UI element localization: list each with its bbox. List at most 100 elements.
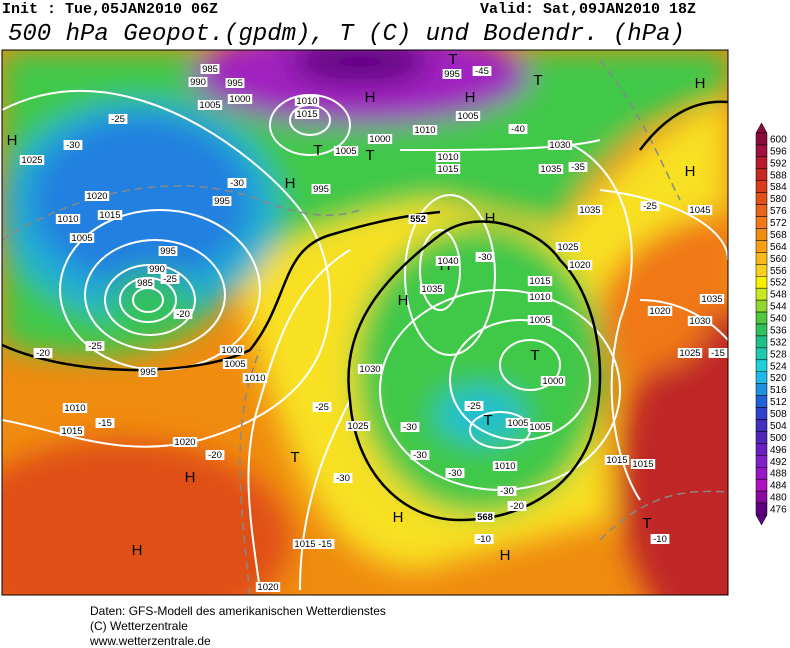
label-box	[97, 210, 123, 220]
contour-label: 1025	[21, 155, 42, 166]
label-box	[568, 162, 588, 172]
contour-label: 1020	[569, 260, 590, 271]
contour-label: 1035	[579, 205, 600, 216]
label-box	[315, 539, 335, 549]
colorbar-cell	[755, 180, 768, 193]
contour-label: 1010	[529, 292, 550, 303]
label-box	[435, 152, 461, 162]
colorbar-cell	[755, 395, 768, 408]
contour-label: 1005	[224, 359, 245, 370]
label-box	[197, 100, 223, 110]
label-box	[33, 348, 53, 358]
label-box	[408, 214, 428, 224]
label-box	[435, 256, 461, 266]
label-box	[242, 373, 268, 383]
contour-label: 1015	[294, 539, 315, 550]
label-box	[687, 316, 713, 326]
contour-label: 1000	[369, 134, 390, 145]
contour-label: 1005	[529, 422, 550, 433]
label-box	[200, 64, 220, 74]
label-box	[475, 512, 495, 522]
footer-line: (C) Wetterzentrale	[90, 619, 188, 633]
label-box	[294, 109, 320, 119]
pressure-center: T	[290, 449, 299, 466]
colorbar-label: 536	[770, 325, 787, 336]
colorbar-cell	[755, 431, 768, 444]
label-box	[604, 455, 630, 465]
contour-label: 1005	[529, 315, 550, 326]
label-box	[555, 242, 581, 252]
label-box	[507, 501, 527, 511]
label-box	[677, 348, 703, 358]
valid-time: Valid: Sat,09JAN2010 18Z	[480, 1, 696, 18]
contour-label: -20	[510, 501, 524, 512]
colorbar-label: 500	[770, 433, 787, 444]
contour-label: 990	[149, 264, 165, 275]
colorbar-cell	[755, 156, 768, 170]
contour-label: -20	[36, 348, 50, 359]
label-box	[333, 146, 359, 156]
colorbar-cell	[755, 359, 768, 372]
pressure-center: T	[483, 412, 492, 429]
contour-label: 1000	[229, 94, 250, 105]
colorbar-label: 488	[770, 469, 787, 480]
label-box	[492, 461, 518, 471]
colorbar-cell	[755, 216, 768, 229]
colorbar-label: 560	[770, 254, 787, 265]
contour-label: -45	[475, 66, 489, 77]
label-box	[687, 205, 713, 215]
contour-label: 1020	[257, 582, 278, 593]
colorbar-label: 580	[770, 194, 787, 205]
colorbar-arrow	[755, 122, 768, 134]
contour-label: 995	[140, 367, 156, 378]
pressure-center: H	[365, 89, 376, 106]
contour-label: 1005	[335, 146, 356, 157]
label-box	[225, 78, 245, 88]
colorbar-label: 556	[770, 266, 787, 277]
colorbar-cell	[755, 467, 768, 480]
label-box	[255, 582, 281, 592]
colorbar-label: 588	[770, 170, 787, 181]
colorbar-label: 524	[770, 361, 787, 372]
label-box	[650, 534, 670, 544]
contour-label: 1045	[689, 205, 710, 216]
contour-label: 1010	[414, 125, 435, 136]
contour-label: 1025	[557, 242, 578, 253]
colorbar-cell	[755, 335, 768, 349]
pressure-center: H	[685, 163, 696, 180]
label-box	[312, 402, 332, 412]
colorbar-label: 532	[770, 337, 787, 348]
label-box	[455, 111, 481, 121]
colorbar-label: 592	[770, 158, 787, 169]
label-box	[445, 468, 465, 478]
label-box	[135, 278, 155, 288]
contour-label: 995	[160, 246, 176, 257]
contour-label: 985	[202, 64, 218, 75]
map-field	[2, 50, 728, 595]
contour-label: 1030	[549, 140, 570, 151]
contour-label: -30	[230, 178, 244, 189]
colorbar: 6005965925885845805765725685645605565525…	[755, 122, 787, 526]
label-box	[547, 140, 573, 150]
colorbar-label: 512	[770, 397, 787, 408]
label-box	[472, 66, 492, 76]
colorbar-cell	[755, 455, 768, 468]
contour-label: 1015	[632, 459, 653, 470]
contour-label: 1010	[494, 461, 515, 472]
contour-label: 552	[410, 214, 426, 225]
contour-label: 1005	[507, 418, 528, 429]
pressure-center: T	[530, 347, 539, 364]
colorbar-cell	[755, 502, 768, 516]
contour-label: -30	[413, 450, 427, 461]
contour-label: -25	[163, 274, 177, 285]
contour-label: 1015	[606, 455, 627, 466]
pressure-center: H	[185, 469, 196, 486]
pressure-center: H	[398, 292, 409, 309]
colorbar-label: 552	[770, 278, 787, 289]
contour-label: -25	[111, 114, 125, 125]
label-box	[62, 403, 88, 413]
colorbar-label: 544	[770, 302, 787, 313]
contour-label: -15	[318, 539, 332, 550]
label-box	[147, 264, 167, 274]
colorbar-arrow	[755, 514, 768, 526]
